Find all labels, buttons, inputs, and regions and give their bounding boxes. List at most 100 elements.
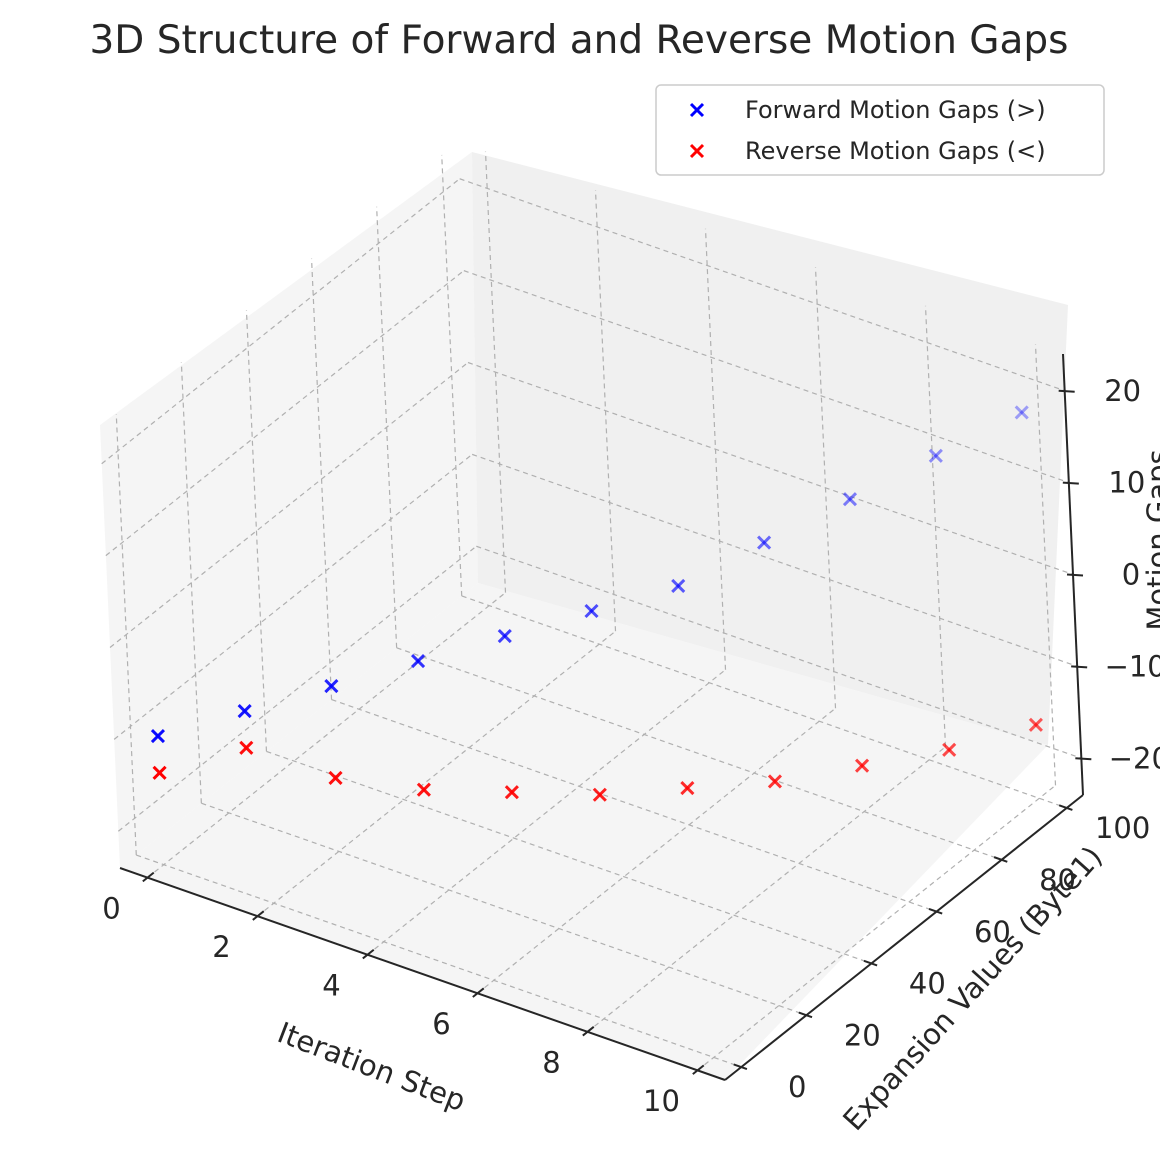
data-point-stroke [584,603,599,619]
gridline [477,707,836,994]
y-tick-mark [798,1011,813,1019]
legend: Forward Motion Gaps (>) Reverse Motion G… [655,84,1105,176]
data-point-stroke [689,143,705,159]
data-point-stroke [497,628,512,644]
data-point-stroke [237,703,252,719]
gridline [476,545,1082,759]
gridline [266,750,872,964]
gridline [113,453,473,740]
gridline [467,361,1074,576]
z-tick-label: −10 [1105,649,1160,683]
data-point [411,653,426,669]
data-point-stroke [680,781,695,796]
z-tick-label: 0 [1122,558,1140,592]
y-tick-mark [928,908,943,915]
legend-marker-icon [689,143,705,159]
gridline [105,270,465,557]
data-point-stroke [842,492,858,507]
gridline [136,854,742,1068]
x-tick-mark [142,871,155,883]
data-point-stroke [152,765,167,780]
data-point-stroke [1028,717,1043,732]
gridline [257,630,616,917]
axes [119,353,1092,1081]
data-point [504,785,519,800]
data-point [239,740,254,755]
gridline [147,592,506,879]
data-point-stroke [854,758,870,773]
data-point [150,728,166,744]
x-axis-line [119,867,726,1081]
gridline [471,453,1078,667]
z-tick-mark [1058,389,1075,393]
data-point-stroke [757,535,772,550]
data-point [1028,717,1043,732]
data-point [757,535,772,550]
data-point [1014,405,1029,420]
gridline [1034,344,1057,786]
x-tick-label: 10 [643,1084,680,1118]
x-tick-label: 6 [432,1007,450,1041]
x-tick-mark [472,987,485,998]
x-axis-ticks: 0 2 4 6 8 10 [102,891,680,1118]
gridline [109,362,469,648]
chart-title: 3D Structure of Forward and Reverse Moti… [89,18,1068,63]
y-tick-mark [993,856,1008,863]
y-tick-mark [863,959,878,967]
y-tick-label: 20 [844,1018,881,1052]
y-axis-line [724,794,1084,1081]
gridline [117,545,477,832]
data-point [497,628,512,644]
data-point [671,578,686,594]
data-point-stroke [928,448,943,463]
z-tick-label: −20 [1109,741,1160,775]
x-tick-label: 8 [542,1045,560,1079]
gridline [331,699,937,913]
data-point-stroke [1014,405,1029,420]
legend-label-forward: Forward Motion Gaps (>) [745,96,1046,124]
data-point-stroke [671,578,686,594]
data-point [592,787,607,802]
x-tick-mark [252,910,265,921]
data-point-stroke [150,728,166,744]
y-axis-ticks: 0 20 40 60 80 100 [788,811,1150,1104]
legend-marker-forward [689,102,705,118]
legend-marker-icon [689,102,705,118]
gridline [587,746,946,1033]
gridline [367,669,726,956]
gridline [396,647,1002,861]
data-point-stroke [328,770,343,785]
data-points [150,405,1043,802]
gridline [459,178,1065,392]
data-point-stroke [689,102,705,118]
gridlines [101,151,1082,1071]
legend-label-reverse: Reverse Motion Gaps (<) [745,137,1046,165]
z-tick-mark [1071,665,1088,669]
data-point-stroke [416,782,431,797]
data-point-stroke [767,774,782,789]
y-tick-label: 60 [974,915,1011,949]
data-point [237,703,252,719]
data-point-stroke [942,742,957,757]
data-point [942,742,957,757]
data-point-stroke [842,492,858,507]
data-point-stroke [928,448,943,463]
gridline [245,310,268,752]
gridline [461,595,1067,809]
z-tick-mark [1075,757,1092,761]
x-tick-label: 2 [212,930,230,964]
data-point [152,765,167,780]
x-tick-mark [362,948,375,960]
x-tick-mark [692,1064,705,1075]
data-point [842,492,858,507]
data-point [680,781,695,796]
back-left-pane [100,152,478,868]
z-tick-mark [1062,481,1079,485]
y-tick-mark [1058,804,1073,811]
data-point [324,678,339,694]
z-tick-label: 20 [1104,374,1141,408]
gridline [463,270,1070,484]
data-point-stroke [504,785,519,800]
z-tick-mark [1066,573,1084,577]
